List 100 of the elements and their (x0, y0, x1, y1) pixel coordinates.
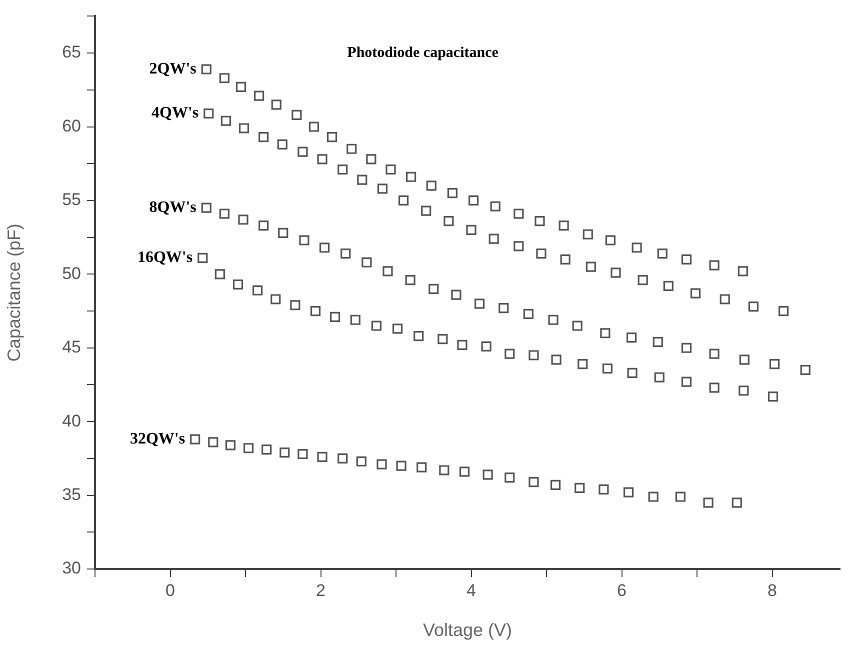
point (768, 391, 778, 402)
point (600, 328, 610, 338)
point (681, 342, 692, 353)
point (298, 146, 308, 157)
point (732, 498, 742, 508)
point (416, 462, 427, 472)
point (327, 132, 338, 142)
point (362, 257, 372, 268)
point (490, 201, 500, 212)
point (514, 208, 524, 219)
point (488, 234, 499, 244)
y-tick-label: 50 (62, 264, 81, 283)
point (582, 229, 593, 240)
point (560, 254, 570, 264)
point (340, 248, 351, 259)
x-tick-label: 6 (617, 580, 626, 600)
point (523, 308, 534, 320)
point (270, 294, 281, 304)
point (738, 386, 749, 396)
point (703, 498, 714, 508)
point (800, 364, 810, 376)
point (534, 216, 545, 226)
point (504, 472, 515, 483)
point (338, 164, 348, 175)
point (627, 368, 638, 378)
point (190, 434, 200, 444)
point (398, 195, 409, 206)
point (219, 73, 230, 84)
point (317, 452, 328, 462)
point (308, 122, 320, 132)
point (219, 208, 230, 219)
point (498, 303, 509, 314)
point (654, 372, 664, 382)
point (290, 300, 300, 310)
point (663, 280, 674, 292)
point (675, 492, 686, 502)
point (626, 332, 637, 343)
point (338, 453, 348, 464)
point (330, 312, 340, 322)
point (405, 275, 416, 286)
point (356, 456, 366, 466)
point (258, 220, 269, 231)
point (528, 350, 539, 360)
point (254, 90, 264, 101)
series-label: 2QW's (149, 60, 196, 78)
point (598, 484, 609, 494)
point (225, 440, 236, 450)
point (681, 254, 692, 264)
point (382, 266, 393, 276)
y-axis-title: Capacitance (pF) (4, 224, 24, 362)
point (657, 248, 668, 259)
point (371, 320, 382, 331)
point (528, 476, 539, 488)
point (550, 480, 561, 490)
point (690, 288, 701, 298)
x-axis-title: Voltage (V) (422, 620, 512, 640)
point (421, 206, 432, 216)
x-tick-label: 0 (166, 580, 175, 600)
point (468, 195, 479, 206)
point (447, 188, 458, 198)
point (204, 108, 214, 119)
point (428, 284, 439, 294)
series-label: 16QW's (137, 249, 193, 266)
point (474, 298, 485, 309)
point (748, 302, 758, 312)
point (208, 437, 218, 448)
point (602, 363, 613, 374)
point (572, 320, 582, 331)
series-label: 8QW's (149, 198, 196, 216)
point (426, 180, 436, 191)
point (198, 252, 208, 263)
point (451, 290, 462, 300)
point (548, 314, 558, 325)
point (739, 354, 750, 365)
y-tick-label: 55 (62, 190, 81, 210)
y-tick-label: 30 (62, 558, 81, 578)
point (681, 376, 692, 387)
x-tick-label: 2 (316, 580, 326, 600)
y-tick-label: 45 (62, 338, 81, 357)
point (536, 248, 546, 259)
point (438, 334, 448, 344)
point (414, 331, 424, 342)
series-label: 4QW's (152, 104, 199, 122)
point (769, 359, 780, 370)
point (236, 82, 246, 92)
point (574, 482, 585, 493)
point (738, 266, 748, 276)
point (238, 123, 250, 134)
point (376, 459, 387, 470)
x-tick-label: 8 (768, 580, 778, 600)
point (709, 260, 720, 270)
point (406, 172, 416, 182)
point (392, 324, 403, 334)
point (551, 354, 562, 365)
point (243, 443, 254, 454)
point (299, 235, 310, 246)
point (481, 341, 492, 352)
point (346, 144, 357, 154)
y-tick-label: 35 (62, 484, 81, 504)
point (262, 444, 272, 455)
